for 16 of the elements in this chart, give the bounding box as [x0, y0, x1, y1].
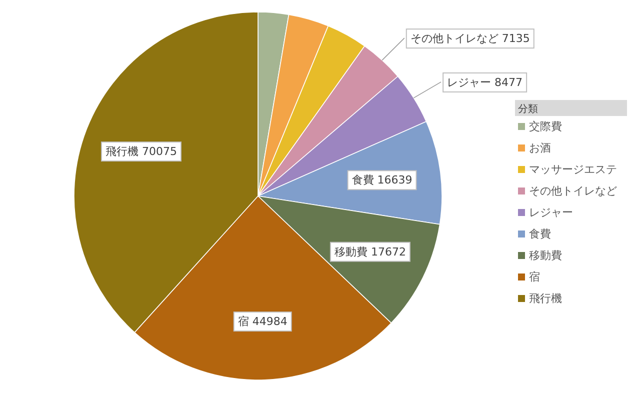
legend-label: 食費 [529, 228, 551, 240]
legend-label: マッサージエステ [529, 163, 617, 176]
legend-title: 分類 [518, 103, 538, 115]
legend-label: 移動費 [529, 249, 562, 262]
data-label: 食費 16639 [352, 174, 412, 187]
data-label: その他トイレなど 7135 [410, 32, 530, 46]
data-label: レジャー 8477 [447, 76, 523, 89]
legend-label: レジャー [529, 206, 573, 219]
data-label: 飛行機 70075 [105, 145, 177, 158]
legend-label: その他トイレなど [529, 184, 617, 198]
legend-label: 宿 [529, 270, 540, 284]
legend-label: お酒 [529, 142, 551, 154]
data-label: 移動費 17672 [334, 245, 406, 258]
legend-label: 飛行機 [529, 292, 562, 305]
legend-label: 交際費 [529, 120, 562, 133]
data-label: 宿 44984 [238, 315, 288, 328]
